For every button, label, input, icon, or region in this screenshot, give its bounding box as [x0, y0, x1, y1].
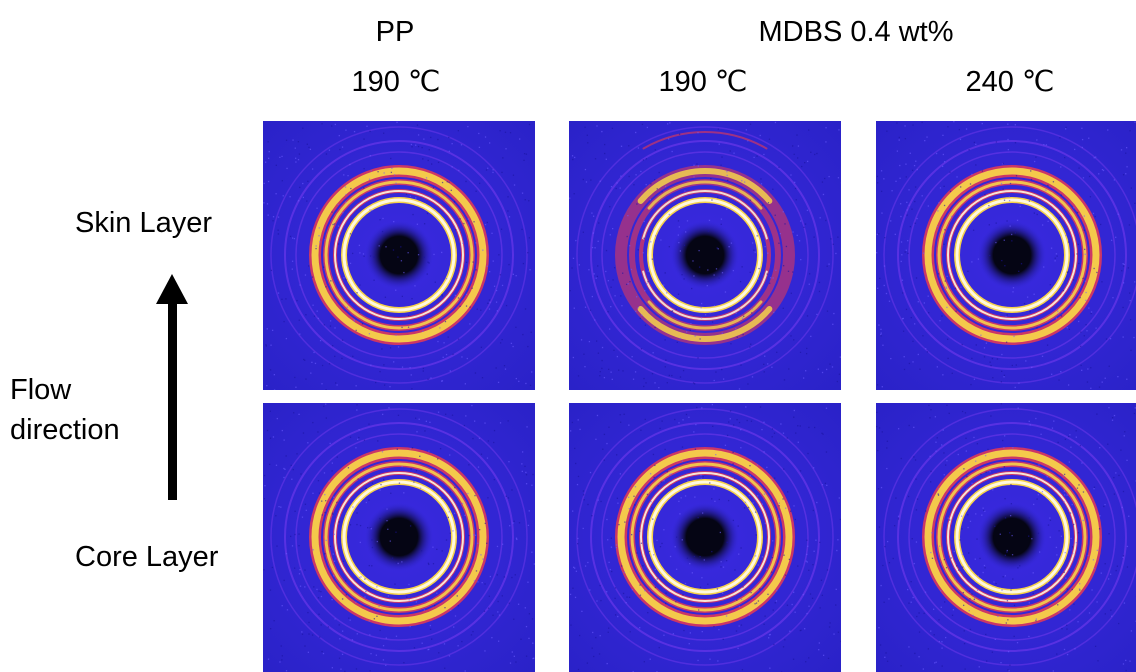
header-pp: PP — [376, 18, 415, 47]
row-label-skin: Skin Layer — [75, 209, 212, 238]
header-temp-col3: 240 ℃ — [965, 68, 1054, 97]
header-temp-col1: 190 ℃ — [351, 68, 440, 97]
panel-core-mdbs-240 — [876, 403, 1136, 672]
diffraction-pattern — [569, 121, 841, 390]
panel-skin-mdbs-190 — [569, 121, 841, 390]
row-label-core: Core Layer — [75, 543, 218, 572]
panel-core-pp-190 — [263, 403, 535, 672]
diffraction-pattern — [876, 403, 1136, 672]
header-mdbs: MDBS 0.4 wt% — [759, 18, 954, 47]
flow-label-line1: Flow — [10, 376, 71, 405]
panel-skin-pp-190 — [263, 121, 535, 390]
panel-core-mdbs-190 — [569, 403, 841, 672]
diffraction-pattern — [876, 121, 1136, 390]
diffraction-pattern — [263, 403, 535, 672]
panel-skin-mdbs-240 — [876, 121, 1136, 390]
header-temp-col2: 190 ℃ — [658, 68, 747, 97]
diffraction-pattern — [263, 121, 535, 390]
flow-arrow-shaft — [168, 300, 177, 500]
flow-label-line2: direction — [10, 416, 120, 445]
diffraction-pattern — [569, 403, 841, 672]
